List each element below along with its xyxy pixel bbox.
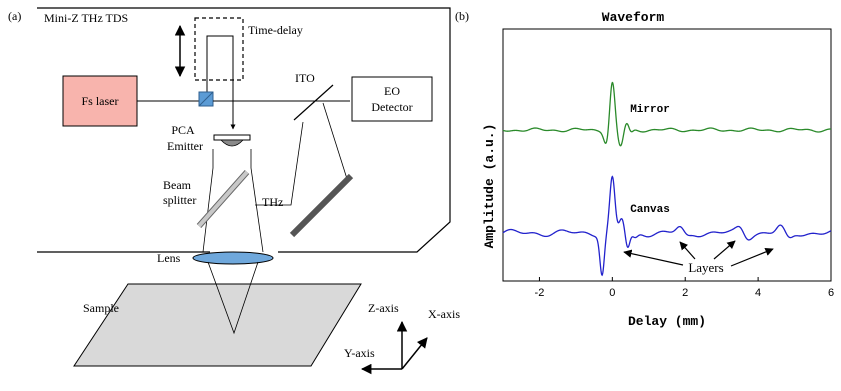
- beam-splitter-line1: Beam: [163, 178, 192, 192]
- delay-beam-path: [206, 35, 234, 128]
- thz-reflect-path-2: [322, 102, 349, 183]
- series-line-canvas: [502, 175, 832, 277]
- fs-laser-label: Fs laser: [82, 94, 119, 108]
- x-tick-label-4: 6: [828, 287, 834, 299]
- x-tick-label-0: -2: [535, 287, 545, 299]
- plot-area: [502, 28, 832, 282]
- x-axis-label: Delay (mm): [628, 314, 706, 329]
- pca-lens: [220, 139, 244, 147]
- panel-b-label: (b): [455, 9, 469, 23]
- eo-detector-line1: EO: [384, 84, 400, 98]
- eo-detector-line2: Detector: [371, 100, 412, 114]
- thz-reflect-path-1: [255, 121, 304, 206]
- eo-detector-box: [351, 76, 433, 122]
- thz-mirror: [289, 173, 354, 238]
- y-axis-label: Y-axis: [344, 346, 375, 360]
- pca-label-line1: PCA: [171, 123, 195, 137]
- sample-plane: [73, 283, 362, 367]
- ito-mirror: [293, 84, 334, 121]
- layers-arrow-2: [679, 241, 696, 260]
- thz-right-edge: [250, 149, 264, 253]
- panel-b: (b) Waveform -2 0 2 4 6 Mirror Canvas Layers…: [455, 9, 834, 329]
- x-axis-label: X-axis: [428, 307, 460, 321]
- z-axis-label: Z-axis: [368, 301, 399, 315]
- focus-cone: [207, 261, 259, 335]
- panel-a: (a) Mini-Z THz TDS Time-delay Fs laser I…: [8, 7, 460, 375]
- layers-arrow-4: [730, 247, 774, 267]
- series-label-canvas: Canvas: [630, 204, 670, 216]
- pca-label-line2: Emitter: [167, 139, 203, 153]
- chart-title: Waveform: [602, 10, 665, 25]
- enclosure-box: [37, 7, 451, 253]
- time-delay-stage: [194, 17, 244, 81]
- layers-annotation: Layers: [688, 260, 723, 275]
- fs-laser-box: [62, 75, 138, 127]
- time-delay-label: Time-delay: [248, 23, 303, 37]
- series-line-mirror: [502, 81, 831, 147]
- layers-arrow-1: [623, 249, 684, 266]
- x-tick-label-2: 2: [682, 287, 688, 299]
- lens-label: Lens: [157, 251, 181, 265]
- splitter-cube-diagonal: [198, 91, 214, 107]
- beam-splitter-plate-inner: [197, 170, 249, 228]
- enclosure-title: Mini-Z THz TDS: [44, 11, 128, 25]
- layers-arrow-3: [713, 240, 736, 260]
- thz-label: THz: [262, 195, 283, 209]
- x-axis-ticks: -2 0 2 4 6: [535, 277, 834, 299]
- panel-a-label: (a): [8, 9, 21, 23]
- series-layer: [502, 81, 832, 277]
- x-tick-label-1: 0: [609, 287, 615, 299]
- beam-splitter-line2: splitter: [163, 193, 196, 207]
- focus-lens: [192, 251, 274, 265]
- pca-emitter: [213, 134, 251, 141]
- sample-label: Sample: [83, 301, 119, 315]
- y-axis-label: Amplitude (a.u.): [482, 124, 497, 249]
- series-label-mirror: Mirror: [630, 104, 670, 116]
- thz-left-edge: [202, 149, 214, 253]
- ito-label: ITO: [295, 71, 315, 85]
- x-tick-label-3: 4: [755, 287, 761, 299]
- x-axis-arrow: [401, 337, 428, 370]
